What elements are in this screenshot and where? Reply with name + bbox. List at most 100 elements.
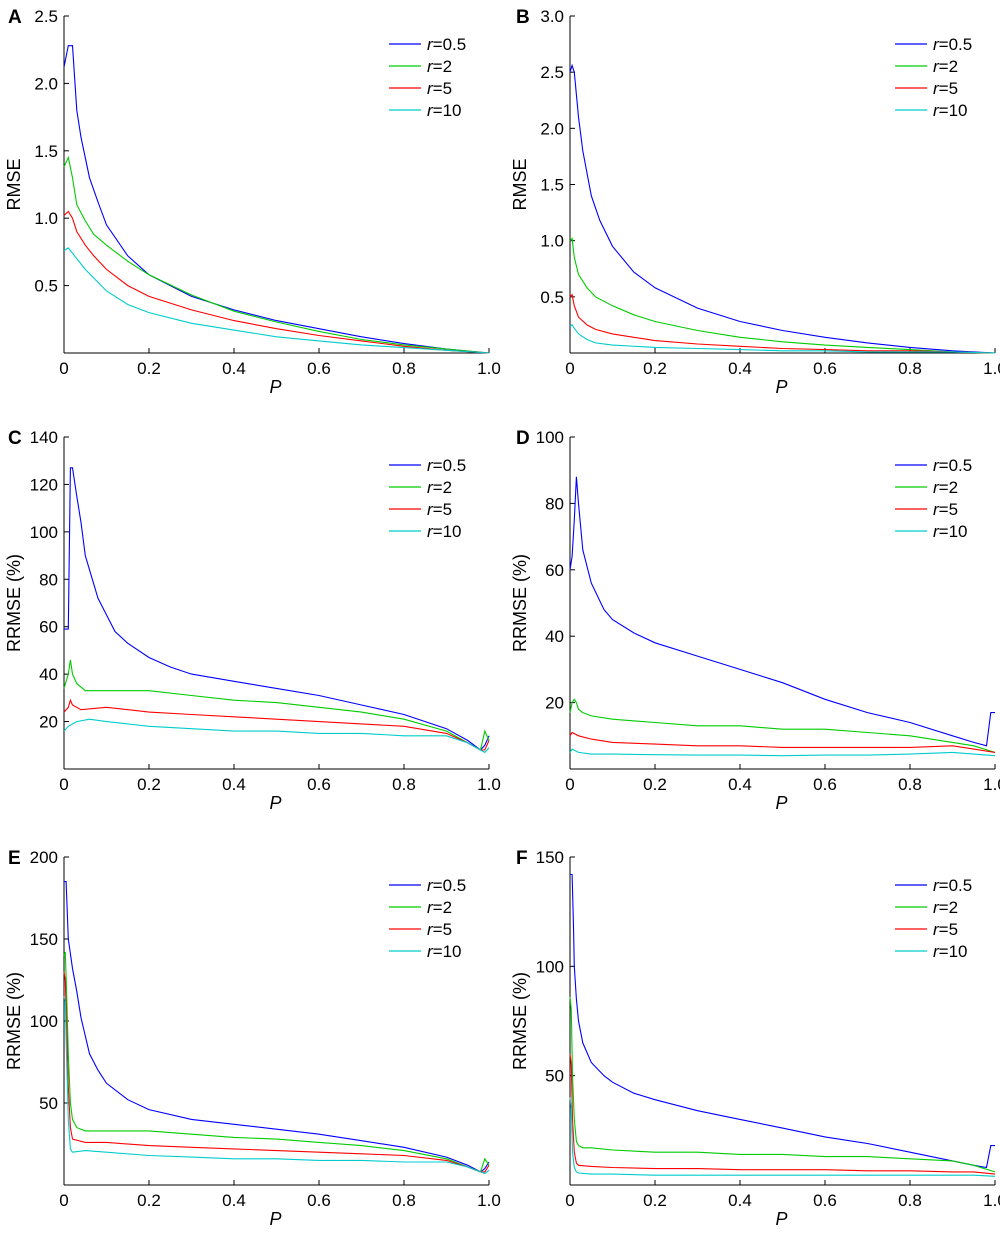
y-tick-label: 1.0 xyxy=(34,209,58,228)
x-tick-label: 1.0 xyxy=(983,775,1000,794)
y-tick-label: 20 xyxy=(545,694,564,713)
series-line-r5 xyxy=(569,1053,996,1175)
panel-letter: D xyxy=(516,428,530,449)
series-line-r0-5 xyxy=(569,63,996,354)
x-tick-label: 1.0 xyxy=(983,1191,1000,1210)
x-tick-label: 0.8 xyxy=(898,359,922,378)
panel-letter: A xyxy=(8,7,22,28)
x-tick-label: 0 xyxy=(565,1191,574,1210)
y-tick-label: 40 xyxy=(545,627,564,646)
x-tick-label: 0.4 xyxy=(728,775,752,794)
legend-label: r=2 xyxy=(933,57,958,76)
series-line-r2 xyxy=(569,237,996,354)
y-tick-label: 20 xyxy=(39,713,58,732)
series-line-r10 xyxy=(63,247,490,354)
y-axis-label: RMSE xyxy=(4,158,24,210)
series-line-r2 xyxy=(569,996,996,1173)
panel-f: F 0 0.2 0.4 0.6 0.8 1.0 50 100 150 P RRMSE (%) r=0.5… xyxy=(510,848,1000,1229)
y-tick-label: 140 xyxy=(30,428,58,447)
panel-e: E 0 0.2 0.4 0.6 0.8 1.0 50 100 150 200 P RRMSE (%) r=… xyxy=(4,848,501,1229)
x-tick-label: 0.2 xyxy=(643,359,667,378)
panel-letter: B xyxy=(516,7,530,28)
y-axis-label: RMSE xyxy=(510,158,530,210)
legend-label: r=5 xyxy=(933,500,958,519)
series-line-r2 xyxy=(63,659,490,751)
x-axis-label: P xyxy=(269,377,281,397)
y-axis-label: RRMSE (%) xyxy=(510,972,530,1070)
y-tick-label: 50 xyxy=(39,1094,58,1113)
x-tick-label: 0.8 xyxy=(898,1191,922,1210)
series-line-r2 xyxy=(569,698,996,753)
y-tick-label: 60 xyxy=(545,561,564,580)
legend-label: r=2 xyxy=(427,57,452,76)
panel-letter: F xyxy=(516,848,528,869)
legend-label: r=5 xyxy=(933,920,958,939)
legend-label: r=0.5 xyxy=(933,456,972,475)
legend-label: r=0.5 xyxy=(427,456,466,475)
series-line-r0-5 xyxy=(569,476,995,747)
x-tick-label: 1.0 xyxy=(477,775,501,794)
x-tick-label: 0.4 xyxy=(222,1191,246,1210)
legend-label: r=5 xyxy=(427,920,452,939)
y-tick-label: 100 xyxy=(536,957,564,976)
x-tick-label: 0.6 xyxy=(307,775,331,794)
x-tick-label: 0.4 xyxy=(222,775,246,794)
x-axis-label: P xyxy=(269,793,281,813)
legend-label: r=10 xyxy=(427,522,462,541)
x-tick-label: 0.6 xyxy=(813,775,837,794)
y-tick-label: 150 xyxy=(536,848,564,867)
legend-label: r=5 xyxy=(933,79,958,98)
panel-letter: E xyxy=(8,848,21,869)
x-tick-label: 0.4 xyxy=(728,359,752,378)
legend-label: r=0.5 xyxy=(427,35,466,54)
y-tick-label: 3.0 xyxy=(540,7,564,26)
x-tick-label: 0.4 xyxy=(222,359,246,378)
x-tick-label: 0 xyxy=(565,359,574,378)
legend-label: r=0.5 xyxy=(933,35,972,54)
x-tick-label: 0 xyxy=(59,359,68,378)
series-line-r10 xyxy=(569,748,996,757)
series-line-r0-5 xyxy=(64,467,490,751)
x-tick-label: 0 xyxy=(565,775,574,794)
x-axis-label: P xyxy=(775,377,787,397)
y-tick-label: 1.0 xyxy=(540,232,564,251)
series-line-r5 xyxy=(63,971,490,1173)
x-axis-label: P xyxy=(775,1209,787,1229)
series-line-r2 xyxy=(63,951,490,1173)
x-tick-label: 0.6 xyxy=(813,359,837,378)
series-line-r10 xyxy=(569,324,996,354)
y-tick-label: 80 xyxy=(545,494,564,513)
series-line-r0-5 xyxy=(570,873,995,1169)
legend-label: r=10 xyxy=(933,942,968,961)
series-line-r0-5 xyxy=(64,881,490,1173)
x-tick-label: 0.2 xyxy=(643,1191,667,1210)
series-line-r10 xyxy=(63,996,490,1175)
y-tick-label: 0.5 xyxy=(540,288,564,307)
legend-label: r=0.5 xyxy=(933,876,972,895)
x-tick-label: 0.8 xyxy=(898,775,922,794)
y-tick-label: 2.0 xyxy=(540,119,564,138)
series-line-r10 xyxy=(63,718,490,754)
panel-letter: C xyxy=(8,428,22,449)
legend-label: r=10 xyxy=(427,942,462,961)
x-tick-label: 1.0 xyxy=(477,359,501,378)
x-tick-label: 0.2 xyxy=(137,775,161,794)
x-axis-label: P xyxy=(269,1209,281,1229)
y-tick-label: 2.5 xyxy=(34,7,58,26)
x-tick-label: 1.0 xyxy=(983,359,1000,378)
x-tick-label: 0 xyxy=(59,1191,68,1210)
x-tick-label: 0.8 xyxy=(392,775,416,794)
legend-label: r=10 xyxy=(427,101,462,120)
y-axis-label: RRMSE (%) xyxy=(4,554,24,652)
x-tick-label: 0 xyxy=(59,775,68,794)
x-axis-label: P xyxy=(775,793,787,813)
y-axis-label: RRMSE (%) xyxy=(4,972,24,1070)
y-tick-label: 120 xyxy=(30,475,58,494)
y-tick-label: 100 xyxy=(30,523,58,542)
panel-d: D 0 0.2 0.4 0.6 0.8 1.0 20 40 60 80 100 P RRMSE (%) r=… xyxy=(510,428,1000,813)
legend-label: r=2 xyxy=(427,478,452,497)
y-tick-label: 80 xyxy=(39,570,58,589)
y-tick-label: 50 xyxy=(545,1067,564,1086)
y-tick-label: 200 xyxy=(30,848,58,867)
